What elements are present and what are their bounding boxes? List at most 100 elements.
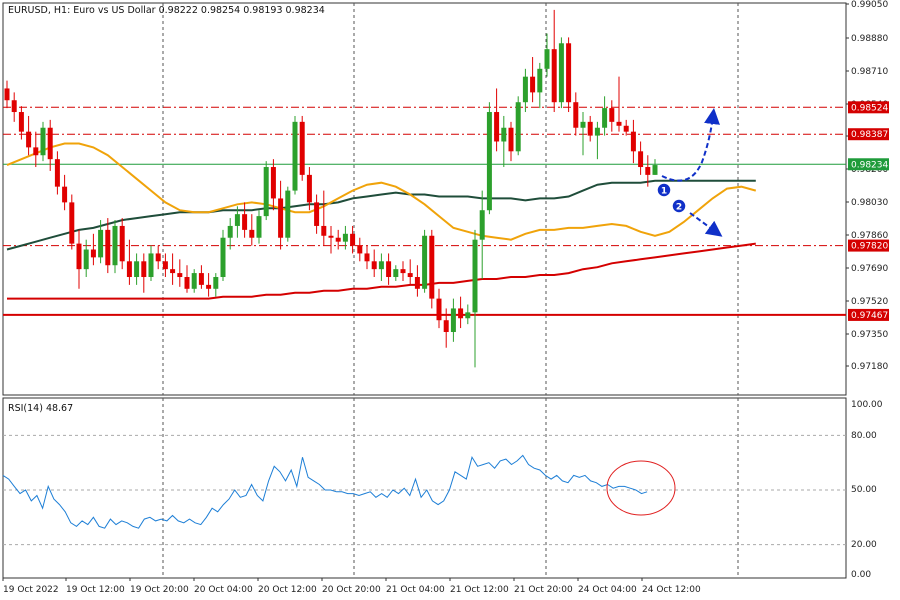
candle [443,308,449,348]
candle [18,106,24,140]
ma-mid-line [6,179,756,251]
candle-body [4,88,10,101]
candle-body [645,167,651,175]
time-tick-label: 19 Oct 20:00 [130,585,189,595]
candle [141,253,147,293]
candle-body [472,239,478,313]
ma-fast-line [6,142,757,241]
scenario-arrow-up [661,108,720,182]
rsi-tick-label: 50.00 [851,485,877,495]
price-tick-label: 0.98710 [851,67,888,77]
main-panel-frame [2,2,847,396]
candle [170,253,176,285]
candle [191,269,197,293]
candle-body [479,210,485,240]
candle-body [638,151,644,168]
candle-body [350,233,356,246]
candle-body [501,127,507,142]
ma-slow-line [7,242,756,300]
moving-averages [6,142,757,300]
candle [47,119,53,171]
candle-body [573,102,579,128]
candle [112,220,118,274]
candle-body [198,273,204,285]
candle-body [126,261,132,278]
time-tick-label: 24 Oct 04:00 [578,585,637,595]
candle-body [242,214,248,230]
candle [177,259,183,287]
candle-body [400,269,406,274]
candle [494,88,500,152]
candle-body [443,320,449,333]
candle [263,161,269,221]
price-tick-label: 0.97690 [851,264,888,274]
candle-body [386,261,392,278]
candle-body [436,298,442,321]
candle-body [134,261,140,278]
candle-body [321,225,327,236]
candle-body [558,43,564,103]
chart-header: EURUSD, H1: Euro vs US Dollar 0.98222 0.… [8,5,325,16]
candle-body [256,216,262,238]
candle [126,239,132,285]
candle-body [371,261,377,270]
candle [472,229,478,368]
candle [393,265,399,281]
candle [486,102,492,215]
candles [4,9,658,368]
candle-body [47,127,53,160]
candle-body [378,261,384,270]
candle [386,253,392,285]
candle-body [609,108,615,122]
candle-body [335,237,341,242]
time-tick-label: 19 Oct 12:00 [66,585,125,595]
time-tick-label: 21 Oct 04:00 [386,585,445,595]
candle-body [26,131,32,148]
candle-body [544,49,550,69]
candle [501,115,507,168]
candle [558,37,564,109]
candle-body [278,198,284,238]
candle [371,249,377,278]
candle [378,253,384,281]
candle-body [206,284,212,289]
candle-body [40,127,46,156]
time-tick-label: 19 Oct 2022 [3,585,59,595]
scenario-marker-label: 1 [661,187,667,197]
candle [148,245,154,281]
candle [328,225,334,254]
candle-body [227,225,233,238]
rsi-header: RSI(14) 48.67 [8,403,73,414]
candle-body [141,261,147,278]
candle-body [54,159,60,187]
candle-body [306,174,312,203]
candle-body [33,147,39,156]
candle [242,202,248,238]
candle-body [450,308,456,333]
candle-body [515,102,521,152]
candle-body [98,229,104,258]
candle-body [11,100,17,113]
candle [638,141,644,175]
time-tick-label: 21 Oct 20:00 [514,585,573,595]
candle [407,259,413,285]
candle [299,115,305,181]
price-tick-label: 0.98030 [851,198,888,208]
candle [234,206,240,238]
candle [350,225,356,254]
level-tag-bg [848,308,889,321]
current-price-tag-bg [848,158,889,171]
candle-body [530,76,536,93]
price-tick-label: 0.97860 [851,231,888,241]
scenario-marker [671,198,687,214]
candle [364,245,370,270]
candle [285,186,291,242]
candle-body [594,127,600,136]
candle [292,115,298,195]
level-tag: 0.97467 [851,311,888,321]
candle-body [220,237,226,278]
candle [465,304,471,325]
rsi-tick-label: 0.00 [851,570,871,580]
